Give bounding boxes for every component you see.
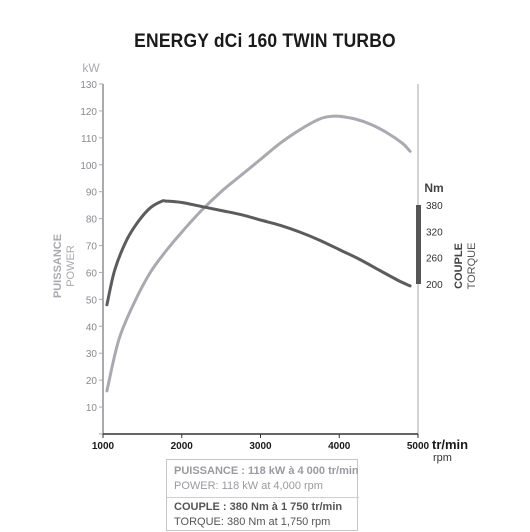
y-axis-right-tick-label: 260: [426, 254, 443, 265]
y-axis-left-tick-label: 90: [86, 188, 98, 199]
chart-title: ENERGY dCi 160 TWIN TURBO: [134, 31, 396, 52]
y-axis-right-tick-label: 380: [426, 201, 443, 212]
x-axis-tick-label: 4000: [328, 441, 351, 452]
series-line-power: [105, 114, 412, 393]
legend-divider: [167, 497, 359, 498]
legend-torque-en: TORQUE: 380 Nm at 1,750 rpm: [174, 516, 331, 528]
y-axis-left-tick-label: 70: [86, 242, 98, 253]
y-axis-left-tick-label: 20: [86, 376, 98, 387]
y-axis-right-tick-label: 200: [426, 280, 443, 291]
y-axis-right-unit: Nm: [424, 181, 443, 195]
y-axis-left-label-en: POWER: [65, 245, 77, 287]
y-axis-left-unit: kW: [82, 61, 100, 75]
y-axis-left-tick-label: 120: [80, 107, 97, 118]
y-axis-left-tick-label: 60: [86, 268, 98, 279]
y-axis-left-tick-label: 110: [81, 134, 97, 145]
y-axis-left-tick-label: 10: [86, 403, 98, 414]
y-axis-right-label-en: TORQUE: [466, 243, 478, 290]
x-axis-tick-label: 2000: [171, 441, 194, 452]
y-axis-left-label-fr: PUISSANCE: [52, 234, 64, 298]
y-axis-left-tick-label: 40: [86, 322, 98, 333]
legend-power-fr: PUISSANCE : 118 kW à 4 000 tr/min: [174, 465, 359, 477]
y-axis-right-tick-label: 320: [426, 227, 443, 238]
x-axis-tick-label: 1000: [92, 441, 115, 452]
x-axis-tick-label: 3000: [249, 441, 272, 452]
y-axis-left-tick-label: 130: [80, 80, 97, 91]
x-axis-unit: tr/min: [432, 437, 468, 452]
y-axis-left-tick-label: 80: [86, 215, 98, 226]
y-axis-left-tick-label: 100: [80, 161, 97, 172]
y-axis-left-tick-label: 30: [86, 349, 98, 360]
y-axis-left-tick-label: 50: [86, 295, 98, 306]
legend-power-en: POWER: 118 kW at 4,000 rpm: [174, 480, 323, 492]
series-line-torque: [105, 199, 412, 307]
legend-box: PUISSANCE : 118 kW à 4 000 tr/min POWER:…: [166, 459, 359, 531]
x-axis-tick-label: 5000: [407, 441, 430, 452]
legend-torque-fr: COUPLE : 380 Nm à 1 750 tr/min: [174, 501, 343, 513]
x-axis-unit-en: rpm: [433, 452, 452, 464]
y-axis-right-label-fr: COUPLE: [453, 243, 465, 289]
